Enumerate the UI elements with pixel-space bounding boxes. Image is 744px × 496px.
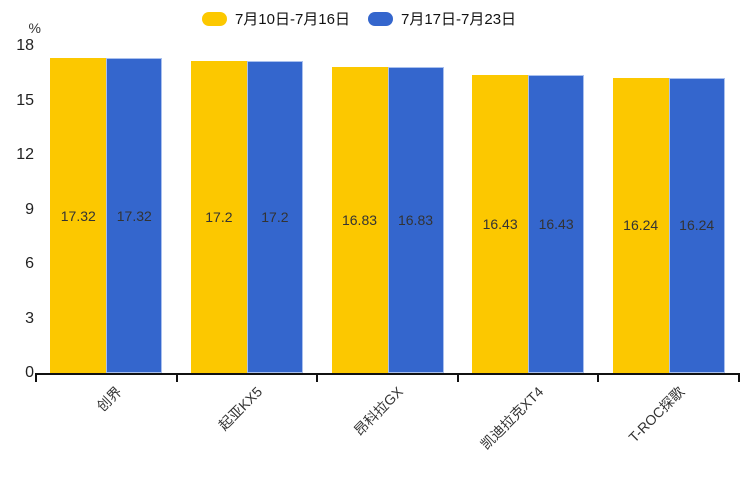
y-axis-tick-label: 9 bbox=[25, 200, 34, 218]
y-axis-tick-label: 3 bbox=[25, 309, 34, 327]
x-axis-category-label: 创界 bbox=[93, 383, 126, 415]
legend-swatch-yellow-icon bbox=[201, 11, 227, 26]
bar-series-2 bbox=[106, 58, 163, 373]
bar-series-1 bbox=[190, 60, 247, 373]
bar-value-label: 16.83 bbox=[397, 212, 434, 229]
x-axis-tick bbox=[597, 373, 600, 382]
y-axis-tick-label: 12 bbox=[16, 146, 34, 163]
bar-value-label: 17.2 bbox=[205, 208, 233, 225]
y-axis-tick-label: 0 bbox=[25, 364, 34, 381]
y-axis-tick-label: 6 bbox=[25, 255, 34, 272]
bar-series-1 bbox=[612, 77, 669, 373]
y-axis-unit-label: % bbox=[28, 20, 41, 36]
bar-value-label: 16.83 bbox=[341, 212, 378, 229]
bar-value-label: 16.24 bbox=[679, 217, 715, 234]
bar-series-1 bbox=[472, 74, 529, 373]
legend-item-label: 7月10日-7月16日 bbox=[234, 11, 350, 28]
bar-value-label: 16.24 bbox=[623, 217, 659, 234]
chart-legend: 7月10日-7月16日 7月17日-7月23日 bbox=[0, 8, 731, 29]
x-axis-tick bbox=[738, 373, 740, 382]
bar-value-label: 16.43 bbox=[482, 215, 518, 232]
bar-value-label: 17.32 bbox=[116, 207, 152, 224]
bar-value-label: 17.32 bbox=[60, 207, 96, 224]
legend-item-period-2[interactable]: 7月17日-7月23日 bbox=[368, 8, 516, 29]
x-axis-category-label: 起亚KX5 bbox=[215, 383, 266, 434]
bar-value-label: 17.2 bbox=[261, 208, 289, 225]
bar-series-1 bbox=[331, 67, 388, 373]
y-axis-tick-label: 15 bbox=[16, 91, 34, 109]
bar-series-2 bbox=[246, 60, 303, 373]
bar-value-label: 16.43 bbox=[538, 215, 574, 232]
x-axis-tick bbox=[456, 373, 459, 382]
legend-item-period-1[interactable]: 7月10日-7月16日 bbox=[201, 8, 350, 29]
bar-series-1 bbox=[50, 58, 107, 373]
x-axis-category-label: 凯迪拉克XT4 bbox=[477, 383, 547, 453]
bar-series-2 bbox=[528, 74, 585, 373]
y-axis-tick-label: 18 bbox=[16, 37, 34, 54]
x-axis-tick bbox=[316, 373, 319, 382]
x-axis-category-label: T-ROC探歌 bbox=[625, 383, 688, 446]
x-axis-tick bbox=[175, 373, 178, 382]
x-axis-line bbox=[36, 373, 739, 375]
bar-series-2 bbox=[387, 67, 444, 373]
legend-item-label: 7月17日-7月23日 bbox=[401, 11, 517, 28]
x-axis-tick bbox=[35, 373, 37, 382]
x-axis-category-label: 昂科拉GX bbox=[350, 383, 407, 439]
legend-swatch-blue-icon bbox=[368, 11, 393, 26]
bar-series-2 bbox=[668, 77, 725, 373]
